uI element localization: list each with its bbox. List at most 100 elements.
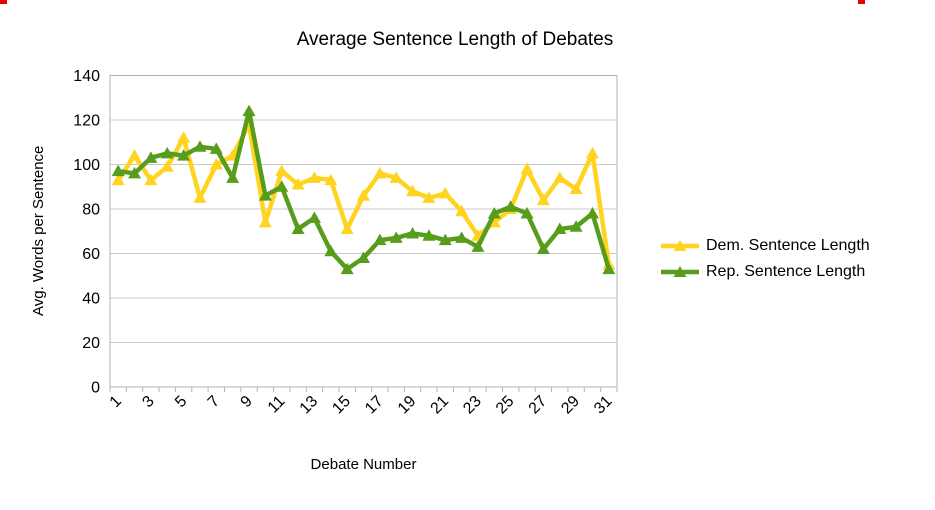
data-point-marker — [406, 226, 420, 239]
plot-border — [109, 75, 618, 388]
data-point-marker — [340, 222, 354, 235]
x-axis-ticks — [109, 387, 618, 392]
legend-marker-dem-icon — [661, 240, 699, 251]
data-point-marker — [536, 193, 550, 206]
data-point-marker — [193, 140, 207, 152]
x-tick-label: 13 — [297, 393, 322, 418]
data-point-marker — [373, 166, 387, 179]
x-tick-label: 1 — [107, 393, 125, 411]
data-point-marker — [455, 204, 469, 217]
data-point-marker — [520, 162, 534, 174]
data-point-marker — [357, 251, 370, 263]
y-tick-label: 100 — [73, 157, 100, 174]
data-point-marker — [553, 171, 567, 183]
data-point-marker — [585, 146, 599, 159]
x-tick-label: 3 — [139, 393, 157, 411]
y-tick-label: 120 — [73, 113, 100, 130]
x-axis-title: Debate Number — [310, 456, 417, 473]
y-tick-labels: 0 20 40 60 80 100 120 140 — [73, 68, 100, 397]
legend-marker-rep-icon — [661, 266, 699, 277]
data-point-marker — [406, 184, 420, 197]
data-point-marker — [160, 146, 174, 159]
data-point-marker — [422, 229, 436, 241]
data-point-marker — [144, 151, 158, 163]
data-point-marker — [291, 222, 305, 235]
legend-label-rep: Rep. Sentence Length — [706, 263, 866, 280]
data-point-marker — [585, 206, 599, 219]
selection-handle — [0, 0, 7, 4]
data-point-marker — [455, 231, 469, 243]
data-point-marker — [324, 244, 338, 257]
x-tick-label: 9 — [238, 393, 256, 411]
legend-label-dem: Dem. Sentence Length — [706, 237, 870, 254]
series-rep-sentence-length — [111, 104, 616, 275]
data-point-marker — [258, 215, 272, 228]
y-tick-label: 0 — [91, 380, 100, 397]
x-tick-label: 27 — [526, 393, 551, 418]
data-point-marker — [357, 189, 370, 201]
data-point-marker — [471, 240, 485, 252]
x-tick-label: 31 — [591, 393, 616, 418]
y-tick-label: 40 — [82, 291, 100, 308]
data-point-marker — [177, 149, 191, 161]
data-point-marker — [504, 200, 518, 212]
data-point-marker — [291, 178, 305, 190]
data-point-marker — [209, 142, 223, 154]
data-point-marker — [373, 233, 387, 246]
data-point-marker — [258, 189, 272, 201]
data-point-marker — [193, 191, 207, 203]
x-tick-label: 29 — [558, 393, 583, 418]
y-tick-label: 80 — [82, 202, 100, 219]
y-tick-label: 140 — [73, 68, 100, 85]
data-point-marker — [340, 262, 354, 275]
y-tick-label: 60 — [82, 246, 100, 263]
data-point-marker — [307, 211, 321, 223]
data-point-marker — [438, 186, 452, 199]
data-point-marker — [177, 131, 191, 143]
legend: Dem. Sentence Length Rep. Sentence Lengt… — [660, 233, 870, 285]
data-point-marker — [438, 233, 452, 246]
x-tick-label: 15 — [329, 393, 354, 418]
data-point-marker — [520, 206, 534, 219]
x-tick-label: 25 — [493, 393, 518, 418]
legend-item-rep: Rep. Sentence Length — [660, 259, 870, 285]
data-point-marker — [111, 173, 125, 186]
data-point-marker — [602, 262, 616, 275]
data-point-marker — [307, 171, 321, 183]
data-point-marker — [389, 231, 403, 243]
data-point-marker — [209, 158, 223, 170]
x-tick-label: 23 — [460, 393, 485, 418]
series-dem-sentence-length — [111, 117, 616, 270]
legend-item-dem: Dem. Sentence Length — [660, 233, 870, 259]
data-point-marker — [569, 220, 583, 232]
y-tick-label: 20 — [82, 335, 100, 352]
x-tick-label: 5 — [172, 393, 190, 411]
data-point-marker — [275, 164, 289, 177]
data-point-marker — [160, 160, 174, 172]
chart-title: Average Sentence Length of Debates — [296, 29, 614, 50]
x-tick-label: 21 — [427, 393, 452, 418]
data-point-marker — [226, 171, 240, 183]
x-tick-label: 17 — [362, 393, 387, 418]
y-axis-title: Avg. Words per Sentence — [30, 145, 47, 316]
data-point-marker — [487, 206, 501, 219]
data-point-marker — [111, 164, 125, 177]
gridlines — [110, 75, 617, 388]
data-point-marker — [324, 173, 338, 186]
data-point-marker — [569, 182, 583, 194]
data-point-marker — [242, 104, 256, 117]
x-tick-labels: 1 3 5 7 9 11 13 15 17 19 21 23 25 27 29 31 — [107, 393, 616, 418]
x-tick-label: 7 — [205, 393, 223, 411]
x-tick-label: 19 — [395, 393, 420, 418]
data-point-marker — [128, 166, 142, 179]
data-point-marker — [389, 171, 403, 183]
x-tick-label: 11 — [265, 393, 289, 417]
selection-handle — [858, 0, 865, 4]
data-point-marker — [536, 242, 550, 255]
data-point-marker — [128, 149, 142, 161]
data-point-marker — [275, 180, 289, 192]
data-point-marker — [553, 222, 567, 235]
data-point-marker — [144, 173, 158, 186]
data-point-marker — [422, 191, 436, 203]
